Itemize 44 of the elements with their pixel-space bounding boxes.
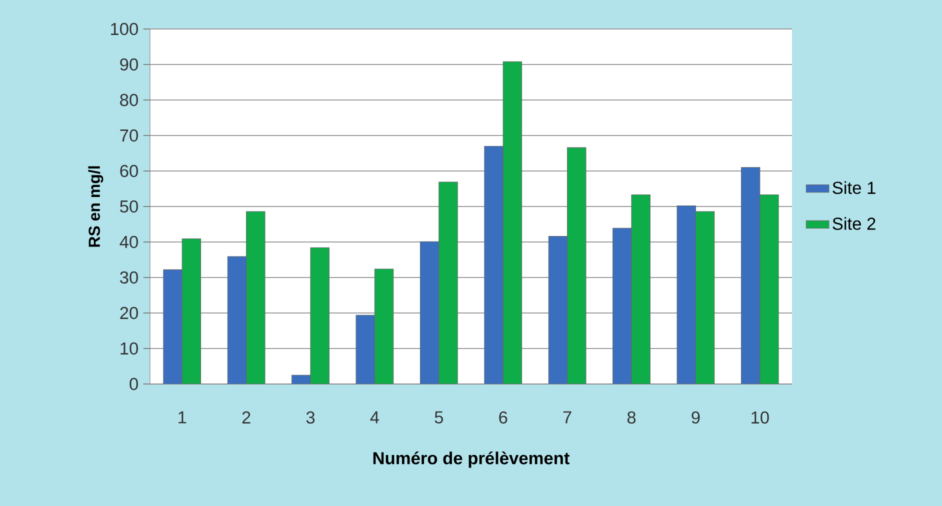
y-tick-label: 20 <box>120 306 138 320</box>
y-tick-label: 30 <box>120 271 138 284</box>
x-axis-title: Numéro de prélèvement <box>373 451 570 468</box>
bar <box>612 228 632 384</box>
x-tick-label: 4 <box>370 411 380 424</box>
y-tick-label: 80 <box>120 94 138 106</box>
bar <box>484 146 504 384</box>
x-tick-label: 5 <box>434 411 443 424</box>
legend-label: Site 1 <box>832 181 876 194</box>
y-tick-label: 100 <box>111 22 138 36</box>
bar <box>676 206 696 384</box>
bar <box>438 182 458 384</box>
y-tick-label: 90 <box>120 58 138 71</box>
legend-label: Site 2 <box>832 217 876 230</box>
x-tick-label: 9 <box>692 411 700 424</box>
bar <box>163 269 182 384</box>
bar <box>740 167 760 384</box>
x-tick-label: 3 <box>306 411 315 424</box>
x-tick-label: 1 <box>178 411 186 424</box>
bar <box>695 211 715 384</box>
bar <box>502 61 522 384</box>
y-tick-label: 40 <box>120 236 138 248</box>
bar <box>420 241 440 384</box>
y-tick-label: 60 <box>120 164 138 178</box>
y-axis-title: RS en mg/l <box>88 166 104 247</box>
y-tick-label: 50 <box>120 200 138 213</box>
bar <box>567 147 586 384</box>
bar <box>182 238 202 384</box>
y-tick-label: 10 <box>120 342 138 355</box>
y-tick-label: 0 <box>130 378 138 390</box>
bar <box>356 314 375 384</box>
bar <box>631 194 650 384</box>
x-tick-label: 6 <box>499 411 508 424</box>
x-tick-label: 2 <box>242 411 250 424</box>
bar <box>548 236 568 384</box>
bar <box>760 194 779 384</box>
bar <box>246 211 266 384</box>
bar <box>227 256 247 384</box>
y-tick-label: 70 <box>120 129 138 142</box>
bar <box>374 268 394 384</box>
x-tick-label: 7 <box>563 411 572 424</box>
x-tick-label: 8 <box>627 411 636 424</box>
bar <box>310 247 330 384</box>
x-tick-label: 10 <box>752 411 769 424</box>
